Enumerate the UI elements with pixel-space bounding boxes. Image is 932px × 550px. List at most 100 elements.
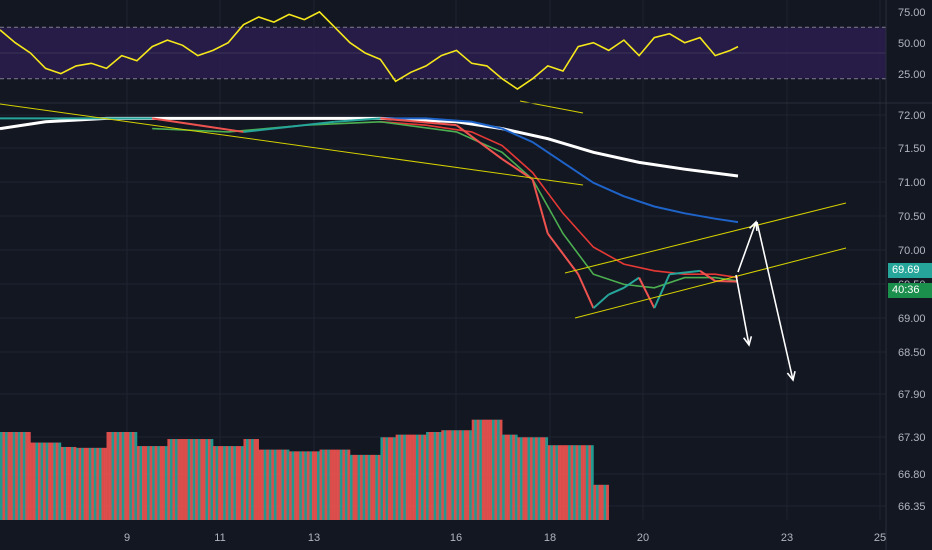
volume-bar bbox=[266, 449, 270, 520]
volume-bar bbox=[210, 439, 214, 520]
arrow-down-long bbox=[756, 221, 794, 381]
volume-bar bbox=[215, 446, 219, 520]
volume-bar bbox=[342, 449, 346, 520]
volume-bar bbox=[530, 437, 533, 520]
volume-bar bbox=[60, 446, 64, 520]
volume-bar bbox=[88, 447, 92, 520]
price-segment bbox=[577, 273, 595, 309]
volume-bar bbox=[167, 439, 171, 520]
volume-bar bbox=[152, 446, 156, 520]
volume-bar bbox=[86, 447, 90, 520]
volume-bar bbox=[317, 451, 320, 520]
volume-bar bbox=[192, 439, 196, 520]
volume-bar bbox=[428, 432, 432, 520]
time-tick-label: 13 bbox=[308, 532, 320, 544]
last-price-badge: 69.69 bbox=[888, 263, 932, 278]
volume-bar bbox=[322, 449, 325, 520]
volume-bar bbox=[286, 449, 290, 520]
channel-lower-line bbox=[574, 247, 847, 319]
volume-bar bbox=[327, 449, 330, 520]
arrow-down-short bbox=[735, 274, 750, 346]
channel-upper-line bbox=[564, 202, 847, 274]
volume-bar bbox=[180, 439, 183, 520]
volume-bar bbox=[119, 432, 123, 520]
volume-bar bbox=[339, 449, 343, 520]
volume-bar bbox=[517, 437, 521, 520]
volume-bar bbox=[542, 437, 546, 520]
volume-bar bbox=[357, 454, 361, 520]
volume-bar bbox=[349, 454, 353, 520]
volume-bar bbox=[7, 432, 11, 520]
volume-bar bbox=[489, 419, 493, 520]
price-tick-label: 66.80 bbox=[898, 469, 926, 481]
volume-bar bbox=[382, 437, 386, 520]
volume-bar bbox=[426, 432, 429, 520]
volume-bar bbox=[53, 442, 57, 520]
volume-bar bbox=[453, 430, 457, 520]
volume-bar bbox=[545, 437, 549, 520]
volume-bar bbox=[344, 449, 348, 520]
price-segment bbox=[380, 117, 419, 123]
volume-bar bbox=[393, 437, 396, 520]
volume-bar bbox=[154, 446, 158, 520]
volume-bar bbox=[519, 437, 523, 520]
price-line bbox=[0, 117, 739, 309]
volume-bar bbox=[484, 419, 488, 520]
volume-bar bbox=[595, 484, 599, 520]
volume-bar bbox=[431, 432, 434, 520]
volume-bar bbox=[0, 432, 3, 520]
rsi-tick-label: 75.00 bbox=[898, 7, 926, 19]
volume-bar bbox=[71, 446, 74, 520]
price-tick-label: 71.00 bbox=[898, 177, 926, 189]
volume-bar bbox=[329, 449, 333, 520]
volume-bar bbox=[121, 432, 125, 520]
volume-bar bbox=[413, 434, 417, 520]
volume-bar bbox=[162, 446, 166, 520]
trend-drawings bbox=[0, 100, 847, 382]
price-tick-label: 68.50 bbox=[898, 347, 926, 359]
rsi-path bbox=[0, 10, 739, 90]
volume-bar bbox=[474, 419, 478, 520]
volume-bar bbox=[580, 445, 584, 520]
price-segment bbox=[623, 276, 640, 289]
volume-bar bbox=[481, 419, 485, 520]
volume-bar bbox=[347, 449, 351, 520]
volume-bar bbox=[324, 449, 328, 520]
volume-bar bbox=[486, 419, 490, 520]
volume-bar bbox=[213, 446, 216, 520]
volume-bar bbox=[527, 437, 531, 520]
volume-bar bbox=[509, 434, 513, 520]
volume-bar bbox=[2, 432, 6, 520]
trendline-upper-descending bbox=[0, 103, 584, 186]
volume-bar bbox=[197, 439, 201, 520]
arrow-down-short-head bbox=[743, 336, 753, 347]
volume-bar bbox=[27, 432, 31, 520]
price-segment bbox=[197, 124, 244, 133]
volume-bar bbox=[410, 434, 414, 520]
volume-bar bbox=[476, 419, 480, 520]
volume-bar bbox=[372, 454, 376, 520]
volume-bar bbox=[504, 434, 508, 520]
volume-bar bbox=[524, 437, 528, 520]
volume-bar bbox=[565, 445, 569, 520]
volume-bars bbox=[0, 419, 609, 520]
price-segment bbox=[669, 269, 701, 276]
volume-bar bbox=[63, 446, 67, 520]
price-segment bbox=[699, 270, 716, 282]
price-segment bbox=[243, 127, 275, 133]
volume-bar bbox=[438, 432, 442, 520]
volume-bar bbox=[30, 442, 34, 520]
volume-bar bbox=[494, 419, 498, 520]
price-tick-label: 71.50 bbox=[898, 143, 926, 155]
price-segment bbox=[273, 124, 305, 130]
volume-bar bbox=[256, 439, 259, 520]
volume-bar bbox=[202, 439, 206, 520]
volume-bar bbox=[557, 445, 561, 520]
volume-bar bbox=[319, 449, 323, 520]
volume-bar bbox=[535, 437, 538, 520]
volume-bar bbox=[585, 445, 589, 520]
volume-bar bbox=[448, 430, 452, 520]
volume-bar bbox=[32, 442, 36, 520]
volume-bar bbox=[17, 432, 21, 520]
